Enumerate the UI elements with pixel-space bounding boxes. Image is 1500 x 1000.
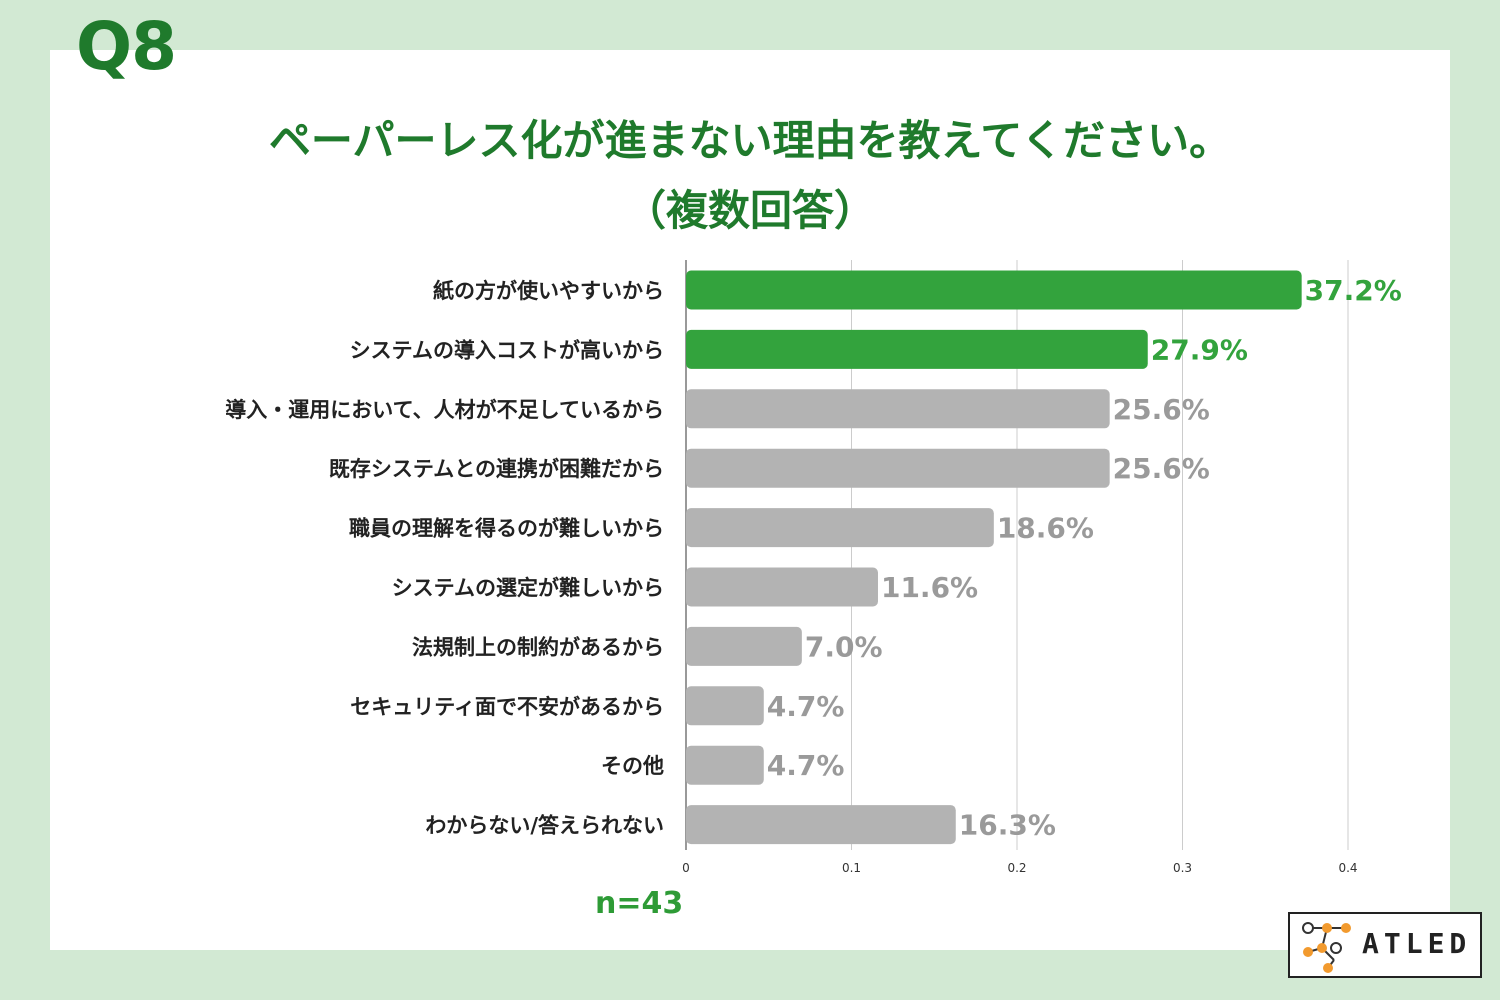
x-tick-label: 0.3 xyxy=(1173,861,1192,875)
data-label: 4.7% xyxy=(767,749,845,782)
category-label: わからない/答えられない xyxy=(425,814,664,838)
bar xyxy=(686,508,994,548)
data-label: 18.6% xyxy=(997,512,1094,545)
x-tick-label: 0.2 xyxy=(1007,861,1026,875)
bar xyxy=(686,567,878,607)
logo-text: ATLED xyxy=(1362,927,1472,960)
bar xyxy=(686,389,1110,429)
category-label: 既存システムとの連携が困難だから xyxy=(329,457,664,481)
data-label: 25.6% xyxy=(1113,452,1210,485)
x-tick-label: 0.1 xyxy=(842,861,861,875)
data-label: 16.3% xyxy=(959,809,1056,842)
category-label: 職員の理解を得るのが難しいから xyxy=(349,517,664,541)
bar xyxy=(686,270,1302,310)
data-label: 11.6% xyxy=(881,571,978,604)
atled-network-logo-icon xyxy=(1302,922,1351,973)
bar xyxy=(686,448,1110,488)
data-label: 4.7% xyxy=(767,690,845,723)
chart-subtitle: （複数回答） xyxy=(623,186,876,235)
category-label: システムの選定が難しいから xyxy=(392,576,664,600)
bar xyxy=(686,805,956,845)
bar xyxy=(686,745,764,785)
category-label: 法規制上の制約があるから xyxy=(412,635,664,659)
category-label: システムの導入コストが高いから xyxy=(350,338,664,362)
bar xyxy=(686,329,1148,369)
atled-logo: ATLED xyxy=(1288,912,1482,978)
x-tick-label: 0.4 xyxy=(1338,861,1357,875)
data-label: 37.2% xyxy=(1305,274,1402,307)
x-tick-label: 0 xyxy=(682,861,690,875)
chart-title: ペーパーレス化が進まない理由を教えてください。 xyxy=(268,116,1232,165)
sample-size-label: n=43 xyxy=(595,886,684,921)
question-number: Q8 xyxy=(76,8,177,85)
category-label: 紙の方が使いやすいから xyxy=(433,279,664,303)
data-label: 25.6% xyxy=(1113,393,1210,426)
data-label: 27.9% xyxy=(1151,333,1248,366)
category-label: その他 xyxy=(601,754,664,778)
data-label: 7.0% xyxy=(805,630,883,663)
chart-panel xyxy=(50,50,1450,950)
category-label: セキュリティ面で不安があるから xyxy=(350,695,664,719)
bar xyxy=(686,686,764,726)
category-label: 導入・運用において、人材が不足しているから xyxy=(225,398,664,422)
bar xyxy=(686,626,802,666)
